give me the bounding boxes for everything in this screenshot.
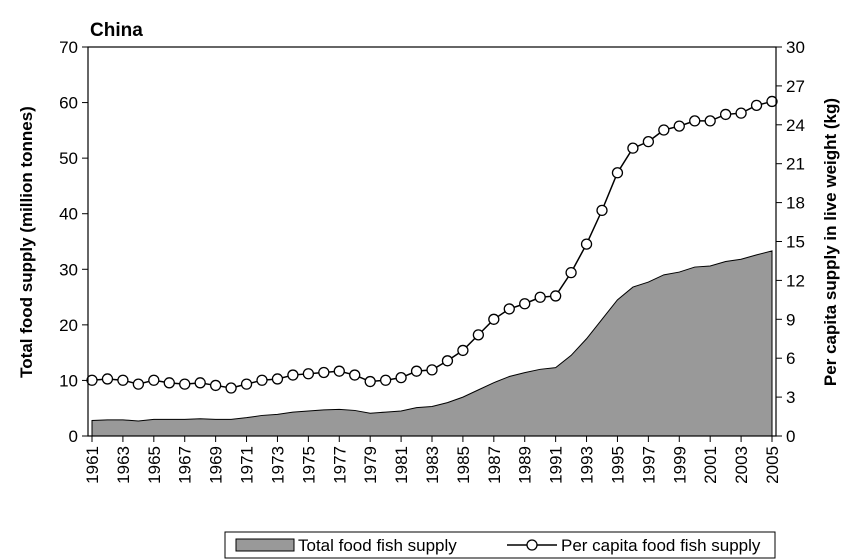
legend-box xyxy=(224,531,776,559)
y-tick-label: 50 xyxy=(59,149,78,168)
marker xyxy=(565,266,577,279)
y-tick-label: 20 xyxy=(59,316,78,335)
marker xyxy=(333,365,345,377)
area xyxy=(91,250,773,437)
marker xyxy=(488,313,500,325)
y-tick-label: 10 xyxy=(59,371,78,390)
marker xyxy=(287,369,299,381)
marker xyxy=(534,291,546,303)
marker xyxy=(596,204,608,217)
marker xyxy=(240,378,253,390)
marker xyxy=(658,124,670,136)
legend-label: Total food fish supply xyxy=(298,536,457,555)
marker xyxy=(256,374,268,386)
y2-tick-label: 24 xyxy=(786,116,805,135)
y2-tick-label: 6 xyxy=(786,349,795,368)
marker xyxy=(519,298,531,310)
marker xyxy=(472,329,485,341)
marker xyxy=(302,368,315,380)
x-tick-label: 2005 xyxy=(763,446,782,484)
x-tick-label: 1995 xyxy=(608,446,627,484)
y-tick-label: 30 xyxy=(59,260,78,279)
x-tick-label: 1961 xyxy=(83,446,102,484)
x-tick-label: 1975 xyxy=(299,446,318,484)
y2-tick-label: 12 xyxy=(786,271,805,290)
x-tick-label: 1963 xyxy=(114,446,133,484)
y2-axis-title: Per capita supply in live weight (kg) xyxy=(821,98,840,386)
y-tick-label: 60 xyxy=(59,94,78,113)
x-tick-label: 1987 xyxy=(485,446,504,484)
x-tick-label: 2001 xyxy=(701,446,720,484)
marker xyxy=(318,366,330,379)
y2-tick-label: 15 xyxy=(786,233,805,252)
legend-swatch xyxy=(235,538,295,552)
marker xyxy=(179,378,191,390)
y2-tick-label: 0 xyxy=(786,427,795,446)
y2-tick-label: 30 xyxy=(786,38,805,57)
marker xyxy=(271,373,284,385)
x-tick-label: 1981 xyxy=(392,446,411,484)
x-tick-label: 1973 xyxy=(268,446,287,484)
x-tick-label: 1969 xyxy=(207,446,226,484)
y2-tick-label: 18 xyxy=(786,194,805,213)
marker xyxy=(364,375,376,388)
x-tick-label: 2003 xyxy=(732,446,751,484)
marker xyxy=(209,379,222,392)
marker xyxy=(689,115,701,127)
marker xyxy=(627,142,639,154)
marker xyxy=(163,377,175,389)
y2-tick-label: 21 xyxy=(786,155,805,174)
x-tick-label: 1979 xyxy=(361,446,380,484)
x-tick-label: 1999 xyxy=(670,446,689,484)
marker xyxy=(766,95,778,108)
marker xyxy=(642,136,655,148)
marker xyxy=(426,364,438,376)
marker xyxy=(704,115,716,127)
y2-tick-label: 3 xyxy=(786,388,795,407)
y2-tick-label: 27 xyxy=(786,77,805,96)
marker xyxy=(395,371,407,384)
marker xyxy=(549,290,562,302)
x-tick-label: 1967 xyxy=(176,446,195,484)
marker xyxy=(225,382,237,394)
marker xyxy=(349,369,361,381)
marker xyxy=(148,374,160,386)
marker xyxy=(194,377,206,389)
marker xyxy=(580,238,593,250)
marker xyxy=(750,99,763,111)
marker xyxy=(132,378,145,390)
y-axis-title: Total food supply (million tonnes) xyxy=(17,106,36,378)
marker xyxy=(503,303,515,315)
x-tick-label: 1993 xyxy=(578,446,597,484)
marker xyxy=(673,120,685,132)
x-tick-label: 1989 xyxy=(516,446,535,484)
x-tick-label: 1983 xyxy=(423,446,442,484)
x-tick-label: 1965 xyxy=(145,446,164,484)
x-tick-label: 1971 xyxy=(238,446,257,484)
x-tick-label: 1997 xyxy=(639,446,658,484)
marker xyxy=(379,374,392,386)
marker xyxy=(457,344,469,357)
marker xyxy=(611,167,624,179)
marker xyxy=(719,108,732,121)
marker xyxy=(441,355,454,367)
y2-tick-label: 9 xyxy=(786,310,795,329)
marker xyxy=(117,374,129,386)
marker xyxy=(410,365,423,377)
y-tick-label: 0 xyxy=(69,427,78,446)
legend-marker xyxy=(526,539,538,551)
y-tick-label: 40 xyxy=(59,205,78,224)
y-tick-label: 70 xyxy=(59,38,78,57)
legend-label: Per capita food fish supply xyxy=(561,536,761,555)
marker xyxy=(735,107,747,119)
x-tick-label: 1985 xyxy=(454,446,473,484)
x-tick-label: 1991 xyxy=(547,446,566,484)
chart-title: China xyxy=(90,20,143,41)
marker xyxy=(101,373,114,385)
x-tick-label: 1977 xyxy=(330,446,349,484)
